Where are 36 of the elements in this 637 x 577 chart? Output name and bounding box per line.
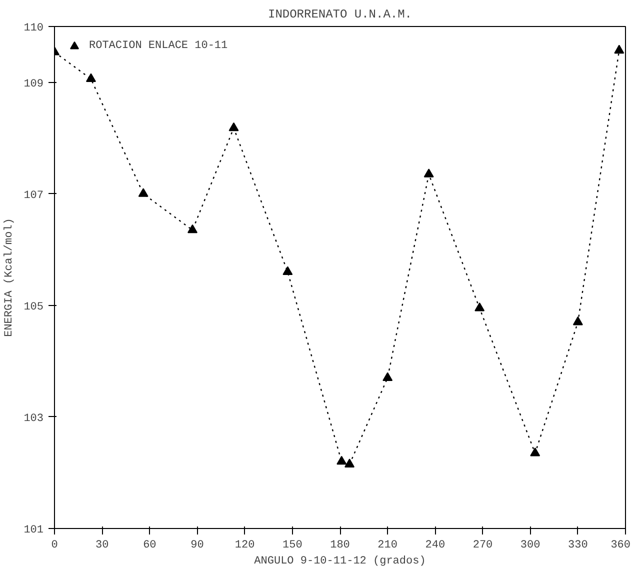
point <box>572 316 583 326</box>
x-tick-label: 120 <box>234 540 255 552</box>
y-tick-label: 110 <box>24 22 44 34</box>
point <box>530 448 540 456</box>
x-tick-label: 0 <box>51 540 58 552</box>
point <box>336 456 347 465</box>
point <box>138 188 148 197</box>
x-tick-label: 60 <box>143 540 156 552</box>
x-tick-label: 150 <box>282 540 302 552</box>
x-tick-label: 240 <box>425 540 446 552</box>
x-tick-label: 180 <box>330 540 350 552</box>
x-tick-label: 30 <box>95 540 109 552</box>
y-tick-label: 107 <box>24 190 44 202</box>
x-tick-label: 90 <box>190 540 204 552</box>
point <box>282 266 293 276</box>
x-tick-label: 300 <box>520 540 540 552</box>
legend-label: ROTACION ENLACE 10-11 <box>89 40 228 52</box>
point <box>474 302 485 312</box>
x-tick-label: 360 <box>610 540 631 552</box>
x-tick-label: 210 <box>378 540 398 552</box>
point <box>228 122 239 132</box>
point <box>614 44 624 54</box>
y-axis-title: ENERGIA (Kcal/mol) <box>4 218 16 337</box>
chart-title: INDORRENATO U.N.A.M. <box>268 8 412 22</box>
x-tick-label: 270 <box>472 540 493 552</box>
y-tick-label: 105 <box>24 301 44 314</box>
y-tick-label: 109 <box>24 78 44 90</box>
point <box>187 224 198 234</box>
point <box>382 372 393 381</box>
x-tick-label: 330 <box>568 540 588 552</box>
point <box>424 168 434 178</box>
y-tick-label: 101 <box>24 524 44 536</box>
y-tick-label: 103 <box>24 412 44 425</box>
point <box>86 73 96 82</box>
point <box>344 458 355 468</box>
x-axis-title: ANGULO 9-10-11-12 (grados) <box>254 556 426 568</box>
